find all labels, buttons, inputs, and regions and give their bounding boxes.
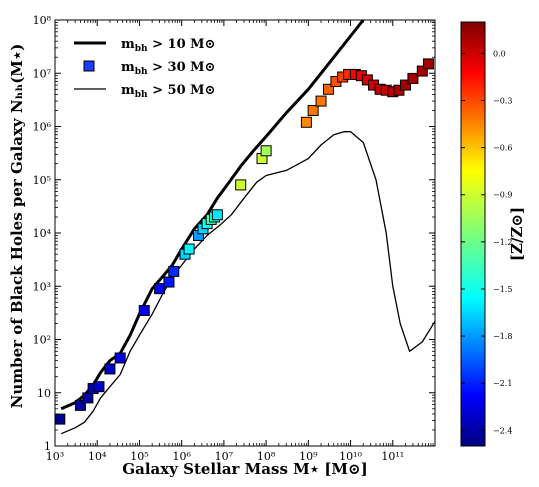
y-axis-title: Number of Black Holes per Galaxy Nₕₕ(M⋆) — [8, 44, 26, 409]
x-axis-title: Galaxy Stellar Mass M⋆ [M⊙] — [122, 460, 367, 478]
scatter-point — [74, 399, 86, 411]
x-tick-label: 10³ — [46, 450, 64, 463]
y-tick-label: 10⁶ — [33, 121, 52, 134]
plot-area: 10³ 10⁴ 10⁵ 10⁶ 10⁷ 10⁸ 10⁹ 10¹⁰ 10¹¹ 11010²10³1… — [33, 14, 436, 463]
scatter-point — [154, 283, 166, 295]
x-tick-label: 10⁷ — [215, 450, 234, 463]
y-tick-label: 10² — [33, 334, 51, 347]
legend-entry: mbh > 50 M⊙ — [74, 83, 215, 100]
scatter-point — [407, 72, 419, 84]
scatter-point — [138, 305, 150, 317]
x-tick-label: 10⁹ — [299, 450, 318, 463]
colorbar-tick-label: −1.2 — [493, 238, 512, 247]
scatter-point — [416, 65, 428, 77]
colorbar-tick-label: 0.0 — [493, 49, 506, 58]
scatter-point — [55, 413, 66, 425]
colorbar-title: [Z/Z⊙] — [508, 207, 526, 261]
y-tick-label: 1 — [44, 440, 51, 453]
scatter-point — [300, 116, 312, 128]
scatter-point — [114, 352, 126, 364]
legend-label: mbh > 10 M⊙ — [121, 37, 215, 54]
legend: mbh > 10 M⊙ mbh > 30 M⊙ mbh > 50 M⊙ — [74, 37, 215, 100]
y-tick-label: 10⁴ — [33, 227, 52, 240]
scatter-point — [422, 58, 434, 70]
x-tick-label: 10¹¹ — [381, 450, 404, 463]
colorbar-tick-label: −2.4 — [493, 426, 512, 435]
colorbar-tick-label: −1.8 — [493, 332, 512, 341]
colorbar-ticks: 0.0 −0.3 −0.6 −0.9 −1.2 −1.5 −1.8 −2.1 −2.4 — [461, 49, 512, 435]
series-line-1 — [60, 131, 435, 435]
colorbar-tick-label: −2.1 — [493, 379, 512, 388]
scatter-point — [260, 145, 272, 157]
x-tick-label: 10⁶ — [172, 450, 191, 463]
x-axis: 10³ 10⁴ 10⁵ 10⁶ 10⁷ 10⁸ 10⁹ 10¹⁰ 10¹¹ — [46, 20, 434, 463]
scatter-point — [322, 83, 334, 95]
y-tick-label: 10 — [37, 387, 51, 400]
scatter-point — [183, 243, 195, 255]
x-tick-label: 10¹⁰ — [339, 450, 362, 463]
scatter-point — [211, 209, 223, 221]
x-tick-label: 10⁸ — [257, 450, 276, 463]
colorbar: 0.0 −0.3 −0.6 −0.9 −1.2 −1.5 −1.8 −2.1 −2.4 [Z/Z… — [460, 21, 526, 447]
scatter-point — [163, 276, 175, 288]
colorbar-tick-label: −0.6 — [493, 144, 512, 153]
colorbar-tick-label: −1.5 — [493, 285, 512, 294]
y-tick-label: 10⁷ — [33, 67, 52, 80]
legend-label: mbh > 30 M⊙ — [121, 60, 215, 77]
scatter-layer — [55, 58, 434, 425]
colorbar-tick-label: −0.9 — [493, 191, 512, 200]
scatter-point — [168, 265, 180, 277]
legend-label: mbh > 50 M⊙ — [121, 83, 215, 100]
x-tick-label: 10⁵ — [130, 450, 148, 463]
y-tick-label: 10³ — [33, 280, 51, 293]
y-tick-label: 10⁵ — [33, 174, 51, 187]
legend-swatch-square — [83, 60, 95, 72]
legend-entry: mbh > 10 M⊙ — [74, 37, 215, 54]
scatter-point — [315, 95, 327, 107]
y-tick-label: 10⁸ — [33, 14, 52, 27]
scatter-point — [307, 104, 319, 116]
x-tick-label: 10⁴ — [88, 450, 107, 463]
scatter-point — [104, 363, 116, 375]
colorbar-gradient — [460, 21, 486, 447]
colorbar-tick-label: −0.3 — [493, 97, 512, 106]
scatter-point — [235, 179, 247, 191]
scatter-point — [82, 392, 94, 404]
scatter-point — [399, 79, 411, 91]
legend-entry: mbh > 30 M⊙ — [83, 60, 215, 77]
y-axis: 1 10 10² 10³ 10⁴ 10⁵ 10⁶ 10⁷ 10⁸ — [33, 14, 435, 453]
scatter-point — [93, 381, 105, 393]
